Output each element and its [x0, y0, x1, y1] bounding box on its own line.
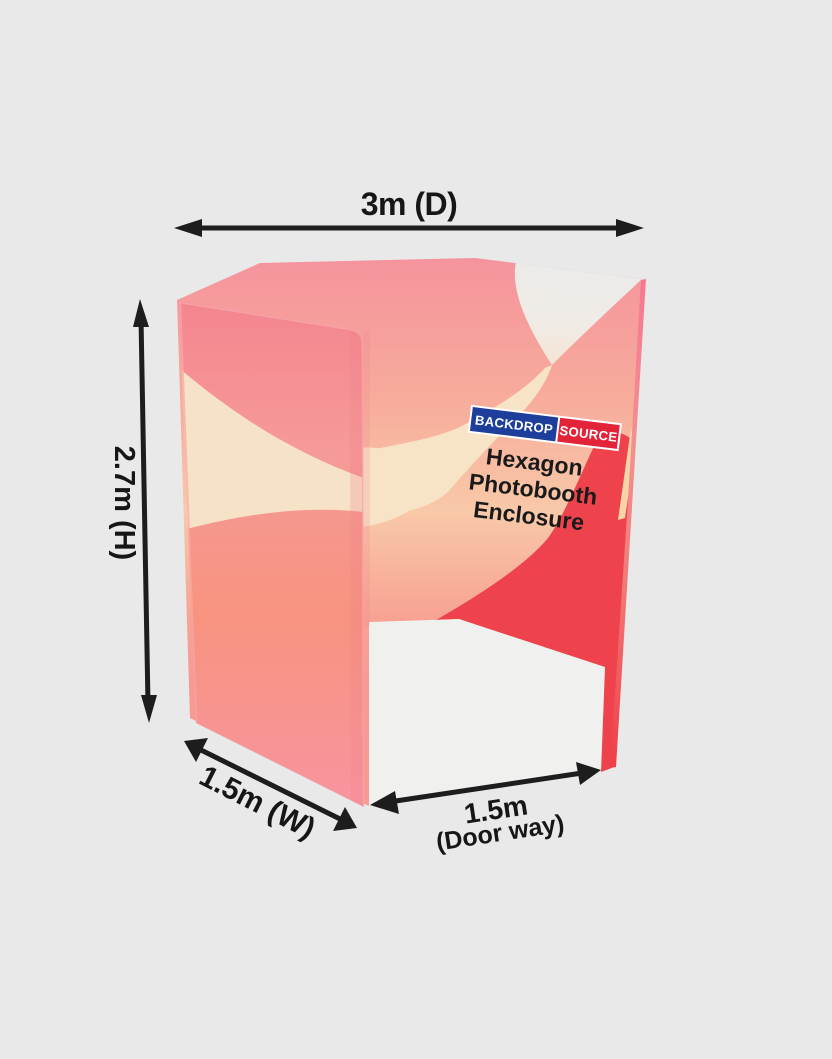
svg-text:SOURCE: SOURCE: [559, 423, 619, 445]
svg-text:3m (D): 3m (D): [361, 186, 458, 222]
svg-text:2.7m (H): 2.7m (H): [108, 446, 140, 560]
